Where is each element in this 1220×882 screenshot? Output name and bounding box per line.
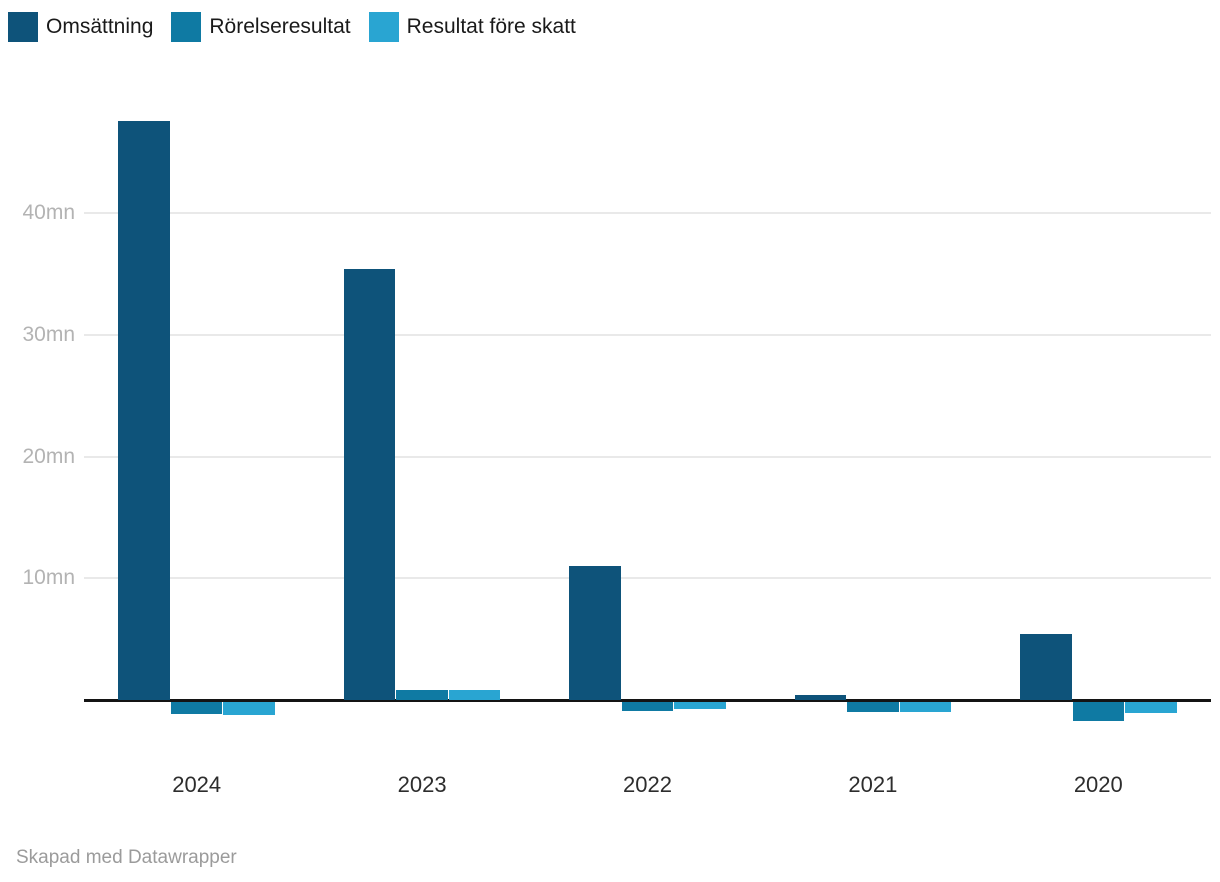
y-tick-label-30mn: 30mn [22,322,75,346]
legend-item-resultat-fore-skatt: Resultat före skatt [368,12,576,42]
bar-omsattning-2024[interactable] [118,120,170,700]
attribution-text: Skapad med Datawrapper [16,847,237,868]
y-tick-label-40mn: 40mn [22,201,75,225]
bar-omsattning-2022[interactable] [569,566,621,700]
x-axis-label-2023: 2023 [397,772,447,797]
legend-item-rorelseresultat: Rörelseresultat [171,12,351,42]
bar-resultat-fore-skatt-2023[interactable] [448,690,501,700]
bar-rorelseresultat-2020[interactable] [1072,702,1125,722]
legend: Omsättning Rörelseresultat Resultat före s… [8,12,576,42]
bar-rorelseresultat-2023[interactable] [396,690,448,700]
legend-label-omsattning: Omsättning [46,15,154,38]
bar-resultat-fore-skatt-2024[interactable] [223,702,275,716]
x-axis-label-2022: 2022 [623,772,672,797]
x-axis-line [84,699,1211,702]
y-tick-label-10mn: 10mn [22,566,75,590]
gridline-10mn [84,577,1211,580]
bar-rorelseresultat-2021[interactable] [847,702,899,712]
x-axis-label-2020: 2020 [1073,772,1123,797]
legend-item-omsattning: Omsättning [8,12,153,42]
y-tick-label-20mn: 20mn [22,444,75,468]
x-axis-label-2021: 2021 [848,772,898,797]
x-axis-label-2024: 2024 [172,772,222,797]
gridline-30mn [84,333,1211,336]
legend-swatch-omsattning [8,12,38,42]
bar-rorelseresultat-2022[interactable] [621,702,674,711]
bar-resultat-fore-skatt-2021[interactable] [899,702,952,712]
bar-omsattning-2020[interactable] [1020,634,1072,700]
gridline-20mn [84,455,1211,458]
legend-swatch-resultat-fore-skatt [368,12,399,42]
legend-label-resultat-fore-skatt: Resultat före skatt [406,15,576,38]
legend-swatch-rorelseresultat [171,12,202,42]
bar-omsattning-2021[interactable] [794,695,847,700]
gridline-40mn [84,212,1211,215]
bar-resultat-fore-skatt-2022[interactable] [674,702,726,710]
bar-rorelseresultat-2024[interactable] [170,702,223,715]
bar-resultat-fore-skatt-2020[interactable] [1125,702,1177,713]
legend-label-rorelseresultat: Rörelseresultat [209,15,351,38]
bar-omsattning-2023[interactable] [343,269,396,700]
